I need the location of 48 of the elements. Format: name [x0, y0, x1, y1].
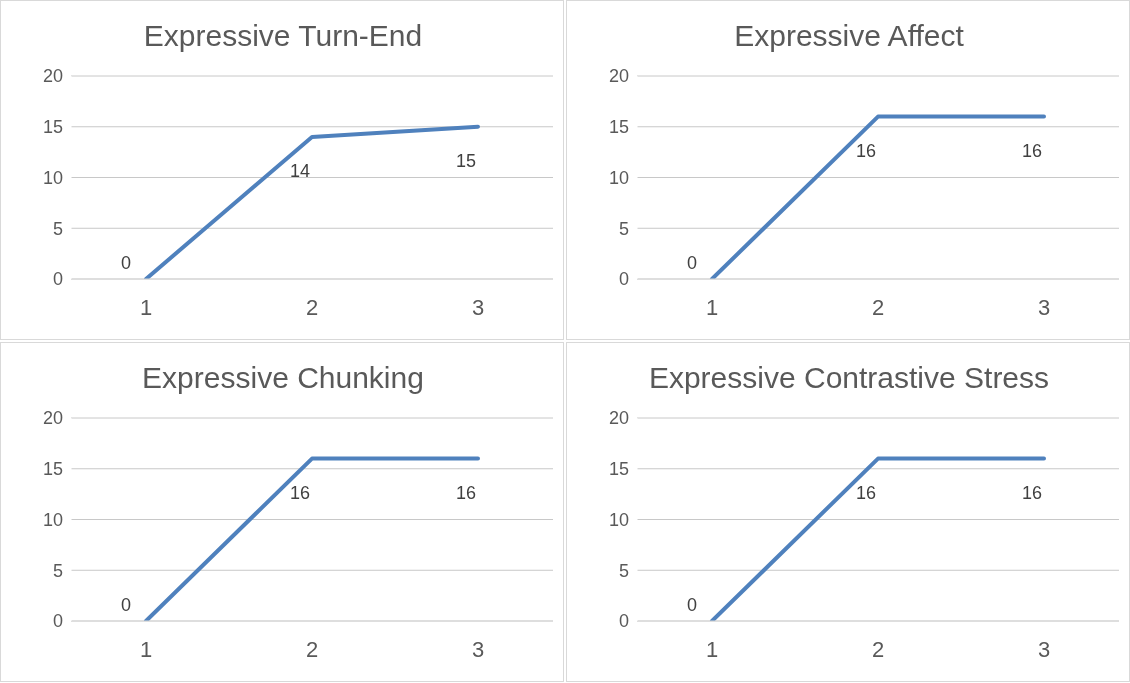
y-tick-label: 10 — [608, 167, 629, 188]
data-label: 16 — [855, 140, 877, 161]
chart-title: Expressive Turn-End — [142, 19, 424, 53]
data-label: 0 — [120, 253, 132, 273]
chart-title: Expressive Contrastive Stress — [647, 361, 1051, 395]
data-label: 0 — [120, 595, 132, 615]
x-tick-label: 2 — [871, 636, 885, 662]
y-tick-label: 10 — [42, 167, 63, 188]
y-tick-label: 15 — [608, 459, 629, 480]
x-tick-label: 3 — [471, 636, 485, 662]
data-label: 14 — [289, 160, 311, 181]
x-tick-label: 3 — [1037, 636, 1051, 662]
data-label: 16 — [455, 482, 477, 503]
y-tick-label: 20 — [42, 66, 63, 87]
x-tick-label: 1 — [139, 636, 153, 662]
y-tick-label: 0 — [52, 611, 63, 632]
x-tick-label: 2 — [305, 636, 319, 662]
y-tick-label: 0 — [618, 269, 629, 290]
x-tick-label: 2 — [871, 294, 885, 320]
data-label: 15 — [455, 150, 477, 171]
data-label: 16 — [1021, 140, 1043, 161]
x-tick-label: 1 — [705, 636, 719, 662]
y-tick-label: 15 — [42, 117, 63, 138]
x-tick-label: 3 — [471, 294, 485, 320]
y-tick-label: 20 — [608, 66, 629, 87]
data-label: 0 — [686, 595, 698, 615]
data-label: 16 — [855, 482, 877, 503]
y-tick-label: 15 — [608, 117, 629, 138]
y-tick-label: 5 — [618, 560, 629, 581]
y-tick-label: 5 — [52, 218, 63, 239]
x-tick-label: 1 — [705, 294, 719, 320]
chart-title: Expressive Affect — [733, 19, 965, 53]
data-label: 16 — [1021, 482, 1043, 503]
y-tick-label: 5 — [618, 218, 629, 239]
y-tick-label: 15 — [42, 459, 63, 480]
y-tick-label: 20 — [42, 408, 63, 429]
data-label: 0 — [686, 253, 698, 273]
chart-title: Expressive Chunking — [141, 361, 425, 395]
data-label: 16 — [289, 482, 311, 503]
y-tick-label: 5 — [52, 560, 63, 581]
x-tick-label: 3 — [1037, 294, 1051, 320]
y-tick-label: 10 — [42, 509, 63, 530]
y-tick-label: 0 — [618, 611, 629, 632]
x-tick-label: 1 — [139, 294, 153, 320]
x-tick-label: 2 — [305, 294, 319, 320]
y-tick-label: 20 — [608, 408, 629, 429]
y-tick-label: 10 — [608, 509, 629, 530]
y-tick-label: 0 — [52, 269, 63, 290]
